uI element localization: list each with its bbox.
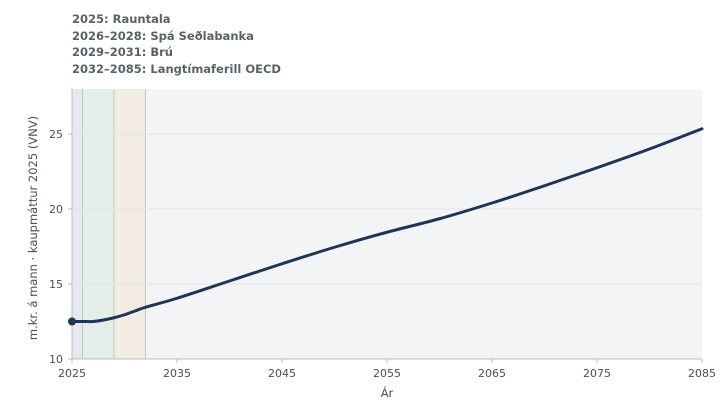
x-tick-label-2055: 2055 <box>373 367 401 380</box>
y-axis-label: m.kr. á mann · kaupmáttur 2025 (VNV) <box>26 116 40 340</box>
plot-area <box>72 89 702 359</box>
chart-legend: 2025: Rauntala 2026–2028: Spá Seðlabanka… <box>72 11 281 77</box>
x-tick-label-2035: 2035 <box>163 367 191 380</box>
x-tick-label-2085: 2085 <box>688 367 716 380</box>
legend-item-forecast: 2026–2028: Spá Seðlabanka <box>72 28 254 43</box>
series-line-0 <box>70 127 704 324</box>
series-layer <box>68 127 704 326</box>
legend-item-actual: 2025: Rauntala <box>72 12 171 26</box>
data-point-actual-2025 <box>68 317 76 326</box>
y-tick-label-10: 10 <box>49 353 63 366</box>
y-tick-label-25: 25 <box>49 128 63 141</box>
grid-lines <box>72 133 702 285</box>
plot-background <box>72 89 702 359</box>
x-tick-label-2045: 2045 <box>268 367 296 380</box>
y-tick-label-20: 20 <box>49 203 63 216</box>
x-tick-label-2075: 2075 <box>583 367 611 380</box>
band-2 <box>114 89 146 359</box>
legend-item-oecd: 2032–2085: Langtímaferill OECD <box>72 61 281 76</box>
x-axis-label: Ár <box>381 385 394 400</box>
y-tick-label-15: 15 <box>49 278 63 291</box>
x-tick-label-2025: 2025 <box>58 367 86 380</box>
legend-item-bridge: 2029–2031: Brú <box>72 45 173 59</box>
band-0 <box>72 89 83 359</box>
x-tick-label-2065: 2065 <box>478 367 506 380</box>
